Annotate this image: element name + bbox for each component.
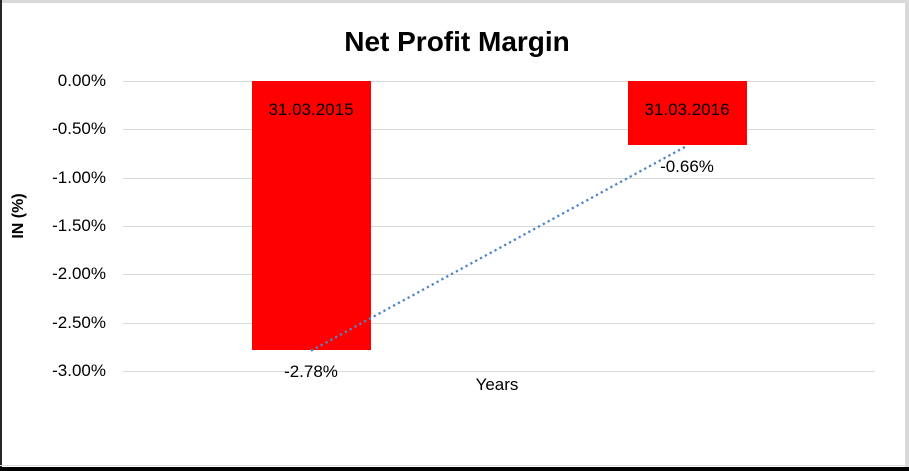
y-tick-label: 0.00% bbox=[57, 71, 106, 90]
bar-category-label: 31.03.2015 bbox=[268, 100, 354, 119]
x-axis-title: Years bbox=[475, 375, 519, 394]
y-tick-label: -3.00% bbox=[52, 361, 106, 380]
top-border bbox=[0, 0, 909, 3]
gridline bbox=[123, 371, 875, 372]
left-border bbox=[0, 0, 2, 471]
gridline bbox=[123, 129, 875, 131]
right-border bbox=[905, 0, 909, 471]
bottom-hairline bbox=[0, 465, 909, 466]
bar-31.03.2015 bbox=[251, 81, 371, 350]
gridline bbox=[123, 322, 875, 324]
bar-31.03.2016 bbox=[627, 81, 747, 145]
bar-category-label: 31.03.2016 bbox=[644, 100, 730, 119]
chart-title: Net Profit Margin bbox=[344, 26, 570, 57]
y-tick-label: -1.50% bbox=[52, 216, 106, 235]
y-tick-label: -0.50% bbox=[52, 119, 106, 139]
y-tick-label: -1.00% bbox=[52, 167, 106, 187]
gridline bbox=[123, 274, 875, 276]
gridline bbox=[123, 177, 875, 179]
y-tick-label: -2.00% bbox=[52, 264, 106, 284]
y-tick-label: -2.50% bbox=[52, 312, 106, 332]
gridline bbox=[123, 81, 875, 82]
bar-value-label: -2.78% bbox=[284, 361, 338, 381]
bar-value-label: -0.66% bbox=[660, 156, 714, 176]
bottom-border bbox=[0, 467, 909, 471]
gridline bbox=[123, 226, 875, 227]
